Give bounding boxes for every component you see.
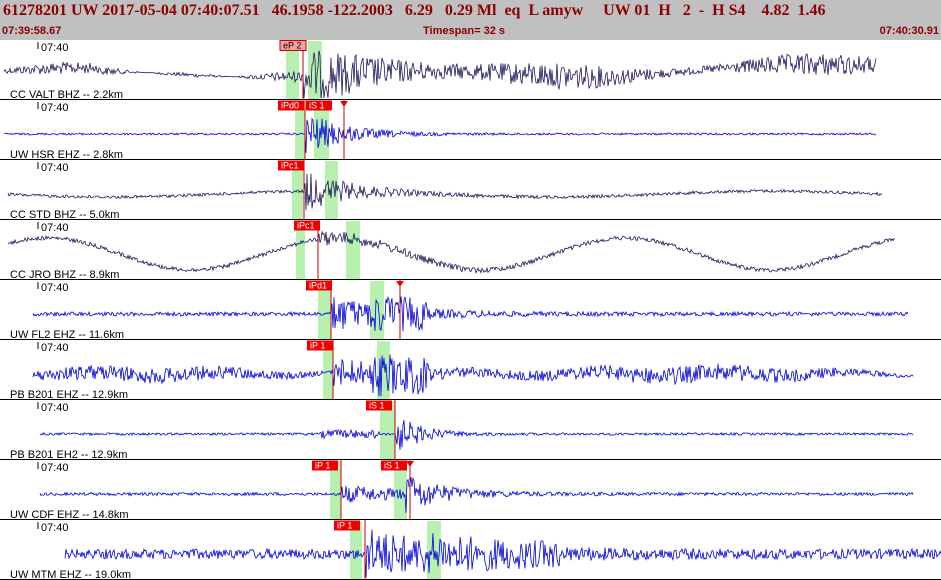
pick-window-0-0 [286, 41, 299, 100]
pick-window-4-1 [370, 281, 384, 340]
pick-window-5-0 [323, 341, 333, 400]
s-pick-marker[interactable] [406, 461, 414, 467]
timespan-label: Timespan= 32 s [423, 25, 506, 37]
pick-window-7-0 [330, 461, 341, 520]
pick-window-3-0 [296, 221, 305, 280]
pick-label-text: eP 2 [283, 41, 301, 51]
pick-window-1-0 [295, 101, 305, 160]
minute-mark-label: 07:40 [41, 162, 69, 174]
waveform-trace [32, 295, 909, 332]
pick-label-box[interactable] [307, 340, 333, 351]
station-label: CC STD BHZ -- 5.0km [10, 209, 119, 221]
minute-mark-label: 07:40 [41, 222, 69, 234]
pick-label-text: iPd0 [281, 101, 299, 111]
end-time: 07:40:30.91 [879, 25, 939, 37]
pick-label-box[interactable] [294, 220, 320, 231]
waveform-trace [7, 230, 896, 275]
waveform-trace [3, 50, 877, 99]
station-label: UW HSR EHZ -- 2.8km [10, 149, 123, 161]
seismogram-panel[interactable]: 07:40 eP 2 CC VALT BHZ -- 2.2km 07:40 iPd0 iS… [0, 40, 941, 580]
pick-label-text: iS 1 [309, 101, 325, 111]
minute-mark-label: 07:40 [41, 342, 69, 354]
pick-label-text: iP 1 [310, 341, 325, 351]
s-pick-marker[interactable] [340, 101, 348, 107]
pick-label-box[interactable] [312, 460, 338, 471]
station-label: UW FL2 EHZ -- 11.6km [10, 329, 124, 341]
station-label: UW CDF EHZ -- 14.8km [10, 509, 129, 521]
pick-window-3-1 [346, 221, 360, 280]
start-time: 07:39:58.67 [2, 25, 62, 37]
minute-mark-label: 07:40 [41, 462, 69, 474]
pick-label-text: iPd1 [309, 281, 327, 291]
station-label: PB B201 EHZ -- 12.9km [10, 389, 128, 401]
header-bar: 61278201 UW 2017-05-04 07:40:07.51 46.19… [0, 0, 941, 40]
pick-label-text: iPc1 [297, 221, 315, 231]
station-label: UW MTM EHZ -- 19.0km [10, 569, 131, 580]
event-summary-title: 61278201 UW 2017-05-04 07:40:07.51 46.19… [3, 2, 826, 19]
minute-mark-label: 07:40 [41, 522, 69, 534]
station-label: CC VALT BHZ -- 2.2km [10, 89, 123, 101]
minute-mark-label: 07:40 [41, 102, 69, 114]
pick-label-box[interactable] [334, 520, 360, 531]
pick-label-text: iP 1 [315, 461, 330, 471]
pick-window-4-0 [318, 281, 331, 340]
pick-label-text: iS 1 [369, 401, 385, 411]
waveform-trace [3, 117, 877, 153]
minute-mark-label: 07:40 [41, 282, 69, 294]
pick-label-box[interactable] [306, 280, 332, 291]
waveform-trace [32, 354, 914, 397]
minute-mark-label: 07:40 [41, 402, 69, 414]
waveform-trace [7, 173, 883, 211]
pick-label-box[interactable] [381, 460, 407, 471]
pick-label-box[interactable] [366, 400, 392, 411]
station-label: CC JRO BHZ -- 8.9km [10, 269, 119, 281]
waveform-trace [64, 529, 941, 578]
pick-window-5-1 [377, 341, 390, 400]
s-pick-marker[interactable] [396, 281, 404, 287]
pick-label-text: iPc1 [281, 161, 299, 171]
waveform-trace [39, 476, 914, 513]
pick-label-box[interactable] [279, 40, 307, 51]
pick-window-6-0 [380, 401, 395, 460]
pick-label-box[interactable] [278, 100, 304, 111]
pick-label-box[interactable] [306, 100, 332, 111]
pick-label-box[interactable] [278, 160, 304, 171]
pick-label-text: iP 1 [337, 521, 352, 531]
pick-window-8-0 [350, 521, 362, 580]
pick-label-text: iS 1 [384, 461, 400, 471]
minute-mark-label: 07:40 [41, 42, 69, 54]
station-label: PB B201 EH2 -- 12.9km [10, 449, 127, 461]
waveform-trace [39, 420, 914, 450]
